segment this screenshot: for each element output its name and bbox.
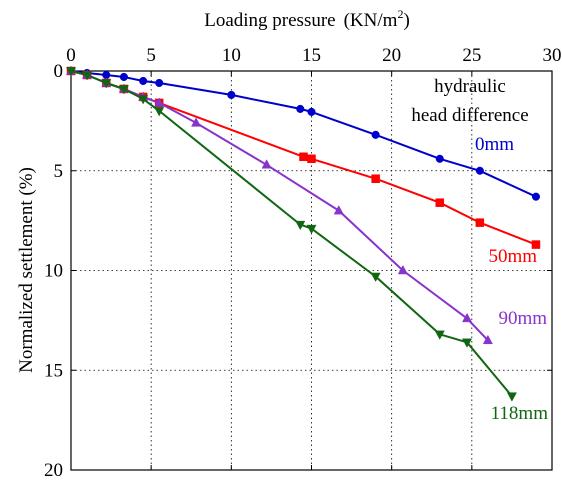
data-point-triangle-up <box>397 264 408 275</box>
x-tick-label: 5 <box>146 45 156 66</box>
data-point-triangle-down <box>506 392 517 402</box>
data-point-square <box>531 240 541 249</box>
y-tick-label: 0 <box>54 61 64 82</box>
y-tick-label: 15 <box>44 360 63 381</box>
x-tick-label: 15 <box>302 45 321 66</box>
data-point-square <box>307 154 316 164</box>
data-point-square <box>435 198 445 207</box>
series-label-0mm: 0mm <box>475 134 514 155</box>
data-point-square <box>299 152 308 162</box>
y-axis-title: Normalized settlement (%) <box>16 167 37 373</box>
data-point-circle <box>307 107 316 116</box>
y-tick-label: 10 <box>44 261 63 282</box>
data-point-circle <box>139 76 148 86</box>
data-point-triangle-up <box>482 334 493 345</box>
data-point-circle <box>371 130 380 139</box>
x-tick-label: 0 <box>66 45 76 66</box>
series-group <box>65 65 541 402</box>
data-point-triangle-down <box>65 67 77 77</box>
data-point-circle <box>155 78 164 88</box>
series-label-90mm: 90mm <box>498 308 547 329</box>
data-point-triangle-down <box>462 338 473 348</box>
data-point-triangle-up <box>462 312 473 323</box>
data-point-triangle-down <box>295 220 306 231</box>
series-label-118mm: 118mm <box>491 403 549 424</box>
data-point-triangle-down <box>118 85 129 95</box>
annotation-text: head difference <box>411 105 528 126</box>
data-point-triangle-down <box>138 95 149 105</box>
annotation-text: hydraulic <box>434 76 506 97</box>
data-point-triangle-down <box>101 79 112 89</box>
data-point-triangle-up <box>333 205 344 215</box>
data-point-circle <box>475 166 484 175</box>
data-point-square <box>475 218 485 227</box>
series-label-50mm: 50mm <box>488 246 537 267</box>
data-point-triangle-up <box>261 159 272 169</box>
data-point-triangle-up <box>191 117 202 127</box>
data-point-circle <box>296 104 305 113</box>
data-point-triangle-down <box>82 71 93 81</box>
data-point-circle <box>531 192 541 201</box>
data-point-triangle-down <box>434 330 445 340</box>
x-tick-label: 30 <box>543 45 562 66</box>
data-point-circle <box>227 90 236 99</box>
x-tick-label: 25 <box>462 45 481 66</box>
data-point-triangle-down <box>370 272 381 283</box>
data-point-circle <box>119 72 128 82</box>
data-point-circle <box>435 154 444 163</box>
y-tick-label: 20 <box>44 460 63 481</box>
axis-ticks: 0 5 10 15 20 25 30 0 5 10 15 20 <box>44 45 562 481</box>
series-118mm <box>65 67 517 402</box>
data-point-square <box>371 174 380 183</box>
annotations: hydraulic head difference 0mm 50mm 90mm 118mm <box>411 76 548 424</box>
y-tick-label: 5 <box>54 161 64 182</box>
x-tick-label: 20 <box>382 45 401 66</box>
data-point-triangle-down <box>306 224 317 235</box>
x-axis-title: Loading pressure (KN/m2) <box>204 7 410 31</box>
data-point-triangle-down <box>154 107 165 117</box>
data-point-triangle-up <box>154 97 165 107</box>
x-tick-label: 10 <box>222 45 241 66</box>
grid <box>71 71 552 470</box>
